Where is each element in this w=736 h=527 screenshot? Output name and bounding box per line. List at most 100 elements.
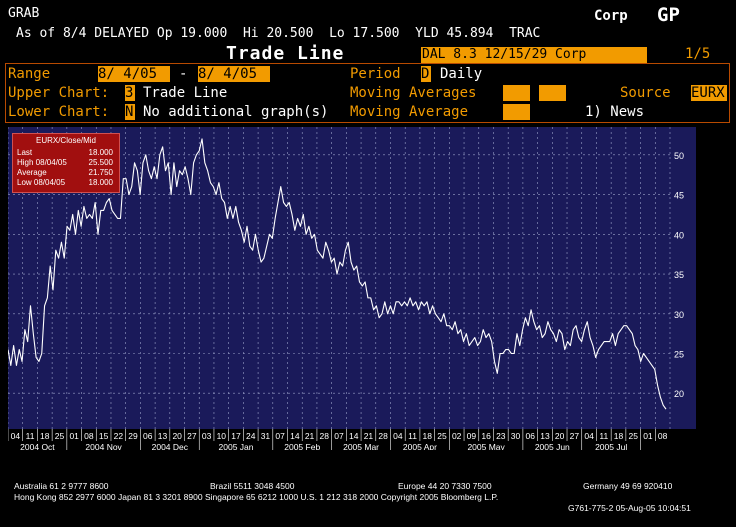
y-tick-label: 25 (674, 350, 684, 360)
x-tick-label: 24 (246, 431, 256, 441)
x-tick-label: 29 (128, 431, 138, 441)
x-tick-label: 08 (658, 431, 668, 441)
news-link[interactable]: 1) News (585, 104, 645, 120)
x-tick-label: 20 (172, 431, 182, 441)
x-tick-label: 11 (599, 431, 608, 441)
legend-value: 25.500 (88, 158, 113, 167)
x-tick-label: 11 (408, 431, 417, 441)
chart-area: 20 25 30 35 40 45 50 04 11 18 25 01 08 15 22 29 06 13 20 27… (8, 127, 696, 450)
moving-average-2-field[interactable] (539, 85, 566, 101)
y-tick-label: 20 (674, 389, 684, 399)
legend-label: Last (17, 148, 33, 157)
x-tick-label: 21 (305, 431, 315, 441)
moving-average-1-field[interactable] (503, 85, 530, 101)
x-tick-label: 27 (570, 431, 580, 441)
price-chart: 20 25 30 35 40 45 50 04 11 18 25 01 08 15 22 29 06 13 20 27… (8, 127, 696, 450)
page-title: Trade Line (226, 43, 345, 64)
x-tick-label: 27 (187, 431, 197, 441)
x-tick-label: 16 (481, 431, 491, 441)
x-tick-label: 20 (555, 431, 565, 441)
x-tick-label: 18 (614, 431, 624, 441)
x-tick-label: 06 (143, 431, 153, 441)
x-tick-label: 04 (393, 431, 403, 441)
footer-germany: Germany 49 69 920410 (583, 481, 673, 491)
x-axis-band (8, 429, 696, 450)
x-tick-label: 25 (55, 431, 65, 441)
legend-label: Low 08/04/05 (17, 178, 66, 187)
range-label: Range (8, 66, 51, 82)
source-field[interactable]: EURX (691, 85, 727, 101)
x-tick-label: 01 (643, 431, 653, 441)
footer-contacts: Hong Kong 852 2977 6000 Japan 81 3 3201 … (14, 492, 499, 502)
x-tick-label: 06 (526, 431, 536, 441)
x-tick-label: 17 (231, 431, 241, 441)
legend-value: 18.000 (88, 148, 113, 157)
x-tick-label: 13 (540, 431, 550, 441)
upper-chart-label: Upper Chart: (8, 85, 110, 101)
x-month-label: 2005 Apr (403, 442, 437, 450)
x-tick-label: 09 (467, 431, 477, 441)
settings-panel (5, 63, 730, 123)
x-tick-label: 21 (364, 431, 374, 441)
x-tick-label: 11 (26, 431, 35, 441)
function-code: GRAB (8, 6, 40, 21)
x-month-label: 2005 Jun (535, 442, 570, 450)
y-tick-label: 35 (674, 270, 684, 280)
command-code: GP (657, 4, 680, 26)
footer-europe: Europe 44 20 7330 7500 (398, 481, 492, 491)
quote-line: As of 8/4 DELAYED Op 19.000 Hi 20.500 Lo… (16, 26, 541, 41)
moving-averages-label: Moving Averages (350, 85, 477, 101)
x-tick-label: 23 (496, 431, 506, 441)
x-month-label: 2004 Oct (20, 442, 55, 450)
x-tick-label: 04 (584, 431, 594, 441)
x-tick-label: 07 (334, 431, 344, 441)
x-tick-label: 25 (437, 431, 447, 441)
legend-row-average: Average 21.750 (17, 168, 115, 177)
x-month-label: 2005 Jan (219, 442, 254, 450)
moving-average-lower-field[interactable] (503, 104, 530, 120)
legend-row-low: Low 08/04/05 18.000 (17, 178, 115, 187)
legend-title: EURX/Close/Mid (35, 136, 96, 145)
x-month-label: 2005 May (467, 442, 505, 450)
upper-chart-code-field[interactable]: 3 (125, 85, 135, 101)
x-tick-label: 25 (628, 431, 638, 441)
page-indicator: 1/5 (685, 46, 711, 62)
upper-chart-value: Trade Line (143, 85, 228, 101)
y-tick-label: 50 (674, 151, 684, 161)
x-month-label: 2005 Mar (343, 442, 379, 450)
x-tick-label: 08 (84, 431, 94, 441)
x-tick-label: 15 (99, 431, 109, 441)
moving-average-label: Moving Average (350, 104, 469, 120)
x-tick-label: 31 (261, 431, 271, 441)
footer-brazil: Brazil 5511 3048 4500 (210, 481, 295, 491)
period-label: Period (350, 66, 401, 82)
x-tick-label: 28 (320, 431, 330, 441)
legend-label: Average (17, 168, 47, 177)
x-tick-label: 07 (275, 431, 285, 441)
period-value: Daily (440, 66, 483, 82)
legend-label: High 08/04/05 (17, 158, 67, 167)
range-separator: - (179, 66, 188, 82)
x-tick-label: 02 (452, 431, 462, 441)
legend-row-high: High 08/04/05 25.500 (17, 158, 115, 167)
y-tick-label: 30 (674, 310, 684, 320)
footer-australia: Australia 61 2 9777 8600 (14, 481, 109, 491)
lower-chart-label: Lower Chart: (8, 104, 110, 120)
y-tick-label: 40 (674, 230, 684, 240)
x-tick-label: 10 (217, 431, 227, 441)
x-month-label: 2004 Dec (152, 442, 189, 450)
range-start-field[interactable]: 8/ 4/05 (98, 66, 170, 82)
x-month-label: 2005 Jul (595, 442, 627, 450)
market-sector: Corp (594, 8, 628, 24)
x-tick-label: 13 (158, 431, 168, 441)
range-end-field[interactable]: 8/ 4/05 (198, 66, 270, 82)
y-tick-label: 45 (674, 191, 684, 201)
chart-legend: EURX/Close/Mid Last 18.000 High 08/04/05 2… (12, 133, 120, 193)
x-tick-label: 03 (202, 431, 212, 441)
period-code-field[interactable]: D (421, 66, 431, 82)
x-tick-label: 22 (114, 431, 124, 441)
x-month-label: 2004 Nov (85, 442, 122, 450)
lower-chart-code-field[interactable]: N (125, 104, 135, 120)
x-tick-label: 18 (40, 431, 50, 441)
security-field[interactable]: DAL 8.3 12/15/29 Corp (421, 47, 647, 63)
